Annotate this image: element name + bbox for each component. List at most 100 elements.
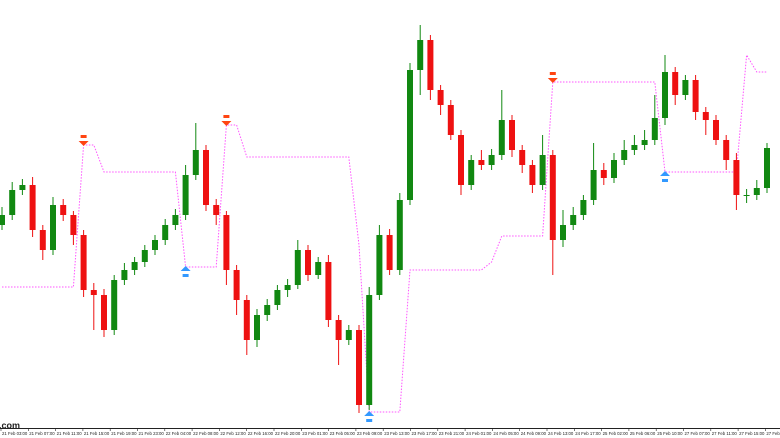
x-tick-label: 23 Feb 09:00 xyxy=(357,431,383,436)
candle-body xyxy=(682,80,689,95)
candle-body xyxy=(631,145,638,150)
candle-body xyxy=(162,225,169,240)
x-tick-label: 21 Feb 07:00 xyxy=(29,431,55,436)
candle-body xyxy=(396,200,403,270)
sell-arrow xyxy=(547,72,558,83)
candle-body xyxy=(723,140,730,160)
x-tick-label: 25 Feb 10:00 xyxy=(657,431,683,436)
x-tick-label: 24 Feb 01:00 xyxy=(466,431,492,436)
candle-body xyxy=(590,170,597,200)
candle-body xyxy=(488,155,495,165)
candle-body xyxy=(753,188,760,195)
candle-body xyxy=(549,155,556,240)
candle-body xyxy=(468,160,475,185)
x-tick-label: 27 Feb 07:00 xyxy=(685,431,711,436)
candle-body xyxy=(325,262,332,320)
candle-body xyxy=(407,70,413,200)
candle-body xyxy=(366,295,373,405)
candle-body xyxy=(19,185,26,190)
candle-body xyxy=(458,135,464,185)
sell-arrow xyxy=(221,115,232,126)
candle-body xyxy=(223,215,230,270)
candle-body xyxy=(141,250,148,262)
candle-body xyxy=(70,215,77,235)
x-tick-label: 21 Feb 03:00 xyxy=(2,431,28,436)
x-tick-label: 21 Feb 11:00 xyxy=(57,431,83,436)
candle-body xyxy=(417,40,424,70)
candle-body xyxy=(611,160,617,178)
candle-body xyxy=(478,160,485,165)
candle-body xyxy=(692,80,699,112)
candle-body xyxy=(580,200,587,215)
x-tick-label: 25 Feb 06:00 xyxy=(630,431,656,436)
candle-body xyxy=(315,262,322,275)
candle-body xyxy=(427,40,434,90)
candle-body xyxy=(80,235,87,290)
candle-body xyxy=(111,280,118,330)
x-tick-label: 24 Feb 13:00 xyxy=(548,431,574,436)
candle-body xyxy=(294,250,301,285)
candle-body xyxy=(662,72,668,118)
candle-body xyxy=(386,235,393,270)
candle-body xyxy=(621,150,628,160)
x-tick-label: 22 Feb 12:00 xyxy=(220,431,246,436)
buy-arrow xyxy=(364,411,375,422)
candle-body xyxy=(560,225,566,240)
candle-body xyxy=(60,205,67,215)
candle-body xyxy=(203,150,209,205)
candle-body xyxy=(764,148,770,188)
x-tick-label: 21 Feb 19:00 xyxy=(111,431,137,436)
candle-body xyxy=(90,290,97,295)
candle-body xyxy=(131,262,138,270)
x-tick-label: 27 Feb 11:00 xyxy=(712,431,738,436)
candle-body xyxy=(437,90,444,105)
x-tick-label: 25 Feb 02:00 xyxy=(603,431,629,436)
candle-body xyxy=(254,315,260,340)
candle-body xyxy=(447,105,454,135)
buy-arrow xyxy=(180,266,191,277)
x-tick-label: 27 Feb 15:00 xyxy=(739,431,765,436)
x-tick-label: 23 Feb 01:00 xyxy=(302,431,328,436)
candle-body xyxy=(101,295,107,330)
candle-body xyxy=(172,215,179,225)
x-tick-label: 23 Feb 05:00 xyxy=(330,431,356,436)
candle-body xyxy=(600,170,607,178)
candle-body xyxy=(519,150,526,165)
candle-body xyxy=(121,270,128,280)
watermark: s.com xyxy=(0,420,20,430)
buy-arrow xyxy=(660,171,670,182)
x-tick-label: 21 Feb 15:00 xyxy=(84,431,110,436)
x-tick-label: 23 Feb 21:00 xyxy=(439,431,465,436)
candle-body xyxy=(50,205,56,250)
candle-body xyxy=(713,120,719,140)
candle-body xyxy=(509,120,515,150)
candle-body xyxy=(743,195,750,196)
candle-body xyxy=(335,320,342,340)
candle-body xyxy=(284,285,291,290)
candle-body xyxy=(213,205,220,215)
x-tick-label: 23 Feb 17:00 xyxy=(412,431,438,436)
x-tick-label: 21 Feb 23:00 xyxy=(139,431,165,436)
candle-body xyxy=(651,118,658,140)
x-tick-label: 22 Feb 20:00 xyxy=(275,431,301,436)
candle-body xyxy=(498,120,505,155)
x-tick-label: 27 Feb 23:00 xyxy=(766,431,780,436)
x-tick-label: 22 Feb 08:00 xyxy=(193,431,219,436)
candle-body xyxy=(264,305,271,315)
candle-body xyxy=(152,240,158,250)
x-tick-label: 24 Feb 09:00 xyxy=(521,431,547,436)
candle-body xyxy=(376,235,383,295)
candle-body xyxy=(9,190,16,215)
x-tick-label: 24 Feb 05:00 xyxy=(493,431,519,436)
candle-body xyxy=(0,215,5,225)
x-tick-label: 23 Feb 13:00 xyxy=(384,431,410,436)
candle-body xyxy=(570,215,577,225)
candle-body xyxy=(29,185,36,230)
candle-body xyxy=(345,330,352,340)
candle-body xyxy=(182,175,189,215)
candle-body xyxy=(39,230,46,250)
candle-body xyxy=(356,330,362,405)
candle-body xyxy=(672,72,679,95)
